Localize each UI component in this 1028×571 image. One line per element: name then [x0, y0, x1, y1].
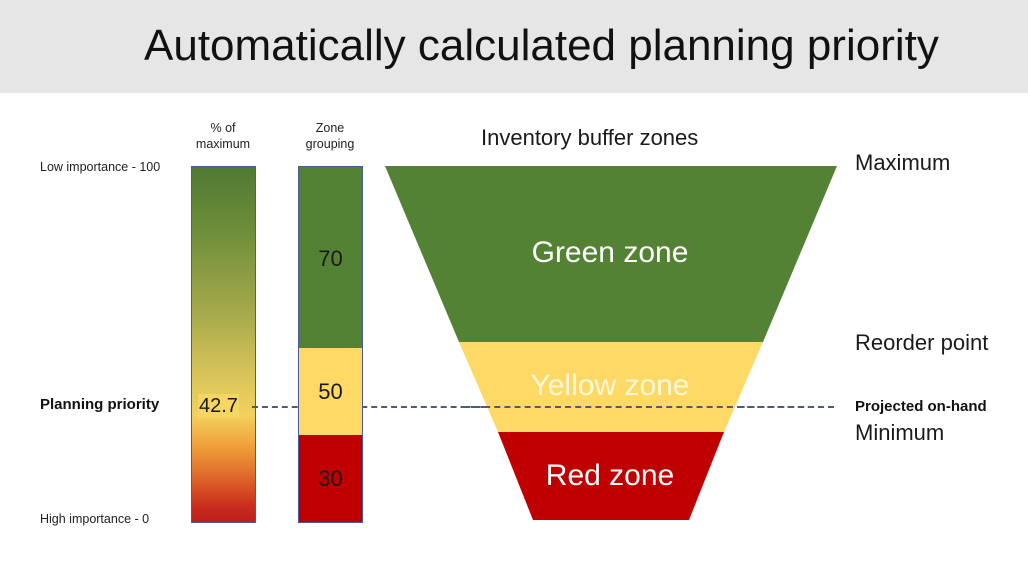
projected-on-hand-line-overlay — [464, 406, 834, 408]
red-zone-shape — [498, 432, 724, 520]
zone-grouping-bar: 70 50 30 — [298, 166, 363, 523]
minimum-label: Minimum — [855, 420, 945, 445]
maximum-label: Maximum — [855, 150, 951, 175]
zone-grouping-red-segment: 30 — [299, 435, 362, 522]
green-zone-label: Green zone — [531, 236, 689, 269]
page-title: Automatically calculated planning priori… — [144, 21, 939, 70]
green-zone-shape — [385, 166, 837, 342]
funnel-heading: Inventory buffer zones — [481, 125, 699, 150]
zone-header-line-1: Zone — [315, 121, 345, 135]
zone-grouping-green-segment: 70 — [299, 167, 362, 348]
percent-header-line-2: maximum — [195, 137, 251, 151]
zone-grouping-red-value: 30 — [318, 466, 343, 491]
percent-of-maximum-header: % of maximum — [173, 120, 273, 152]
projected-on-hand-label: Projected on-hand — [855, 398, 987, 415]
planning-priority-value: 42.7 — [198, 394, 239, 418]
low-importance-label: Low importance - 100 — [40, 160, 161, 174]
red-zone-label: Red zone — [545, 459, 675, 492]
zone-grouping-yellow-value: 50 — [318, 379, 343, 404]
zone-grouping-yellow-segment: 50 — [299, 348, 362, 435]
high-importance-label: High importance - 0 — [40, 512, 150, 526]
percent-header-line-1: % of — [210, 121, 236, 135]
yellow-zone-label: Yellow zone — [530, 369, 690, 402]
zone-header-line-2: grouping — [305, 137, 355, 151]
planning-priority-label: Planning priority — [40, 396, 160, 413]
yellow-zone-shape — [459, 342, 763, 432]
reorder-point-label: Reorder point — [855, 330, 989, 355]
zone-grouping-green-value: 70 — [318, 246, 343, 271]
zone-grouping-header: Zone grouping — [280, 120, 380, 152]
percent-of-maximum-bar — [191, 166, 256, 523]
title-bar: Automatically calculated planning priori… — [0, 0, 1028, 93]
